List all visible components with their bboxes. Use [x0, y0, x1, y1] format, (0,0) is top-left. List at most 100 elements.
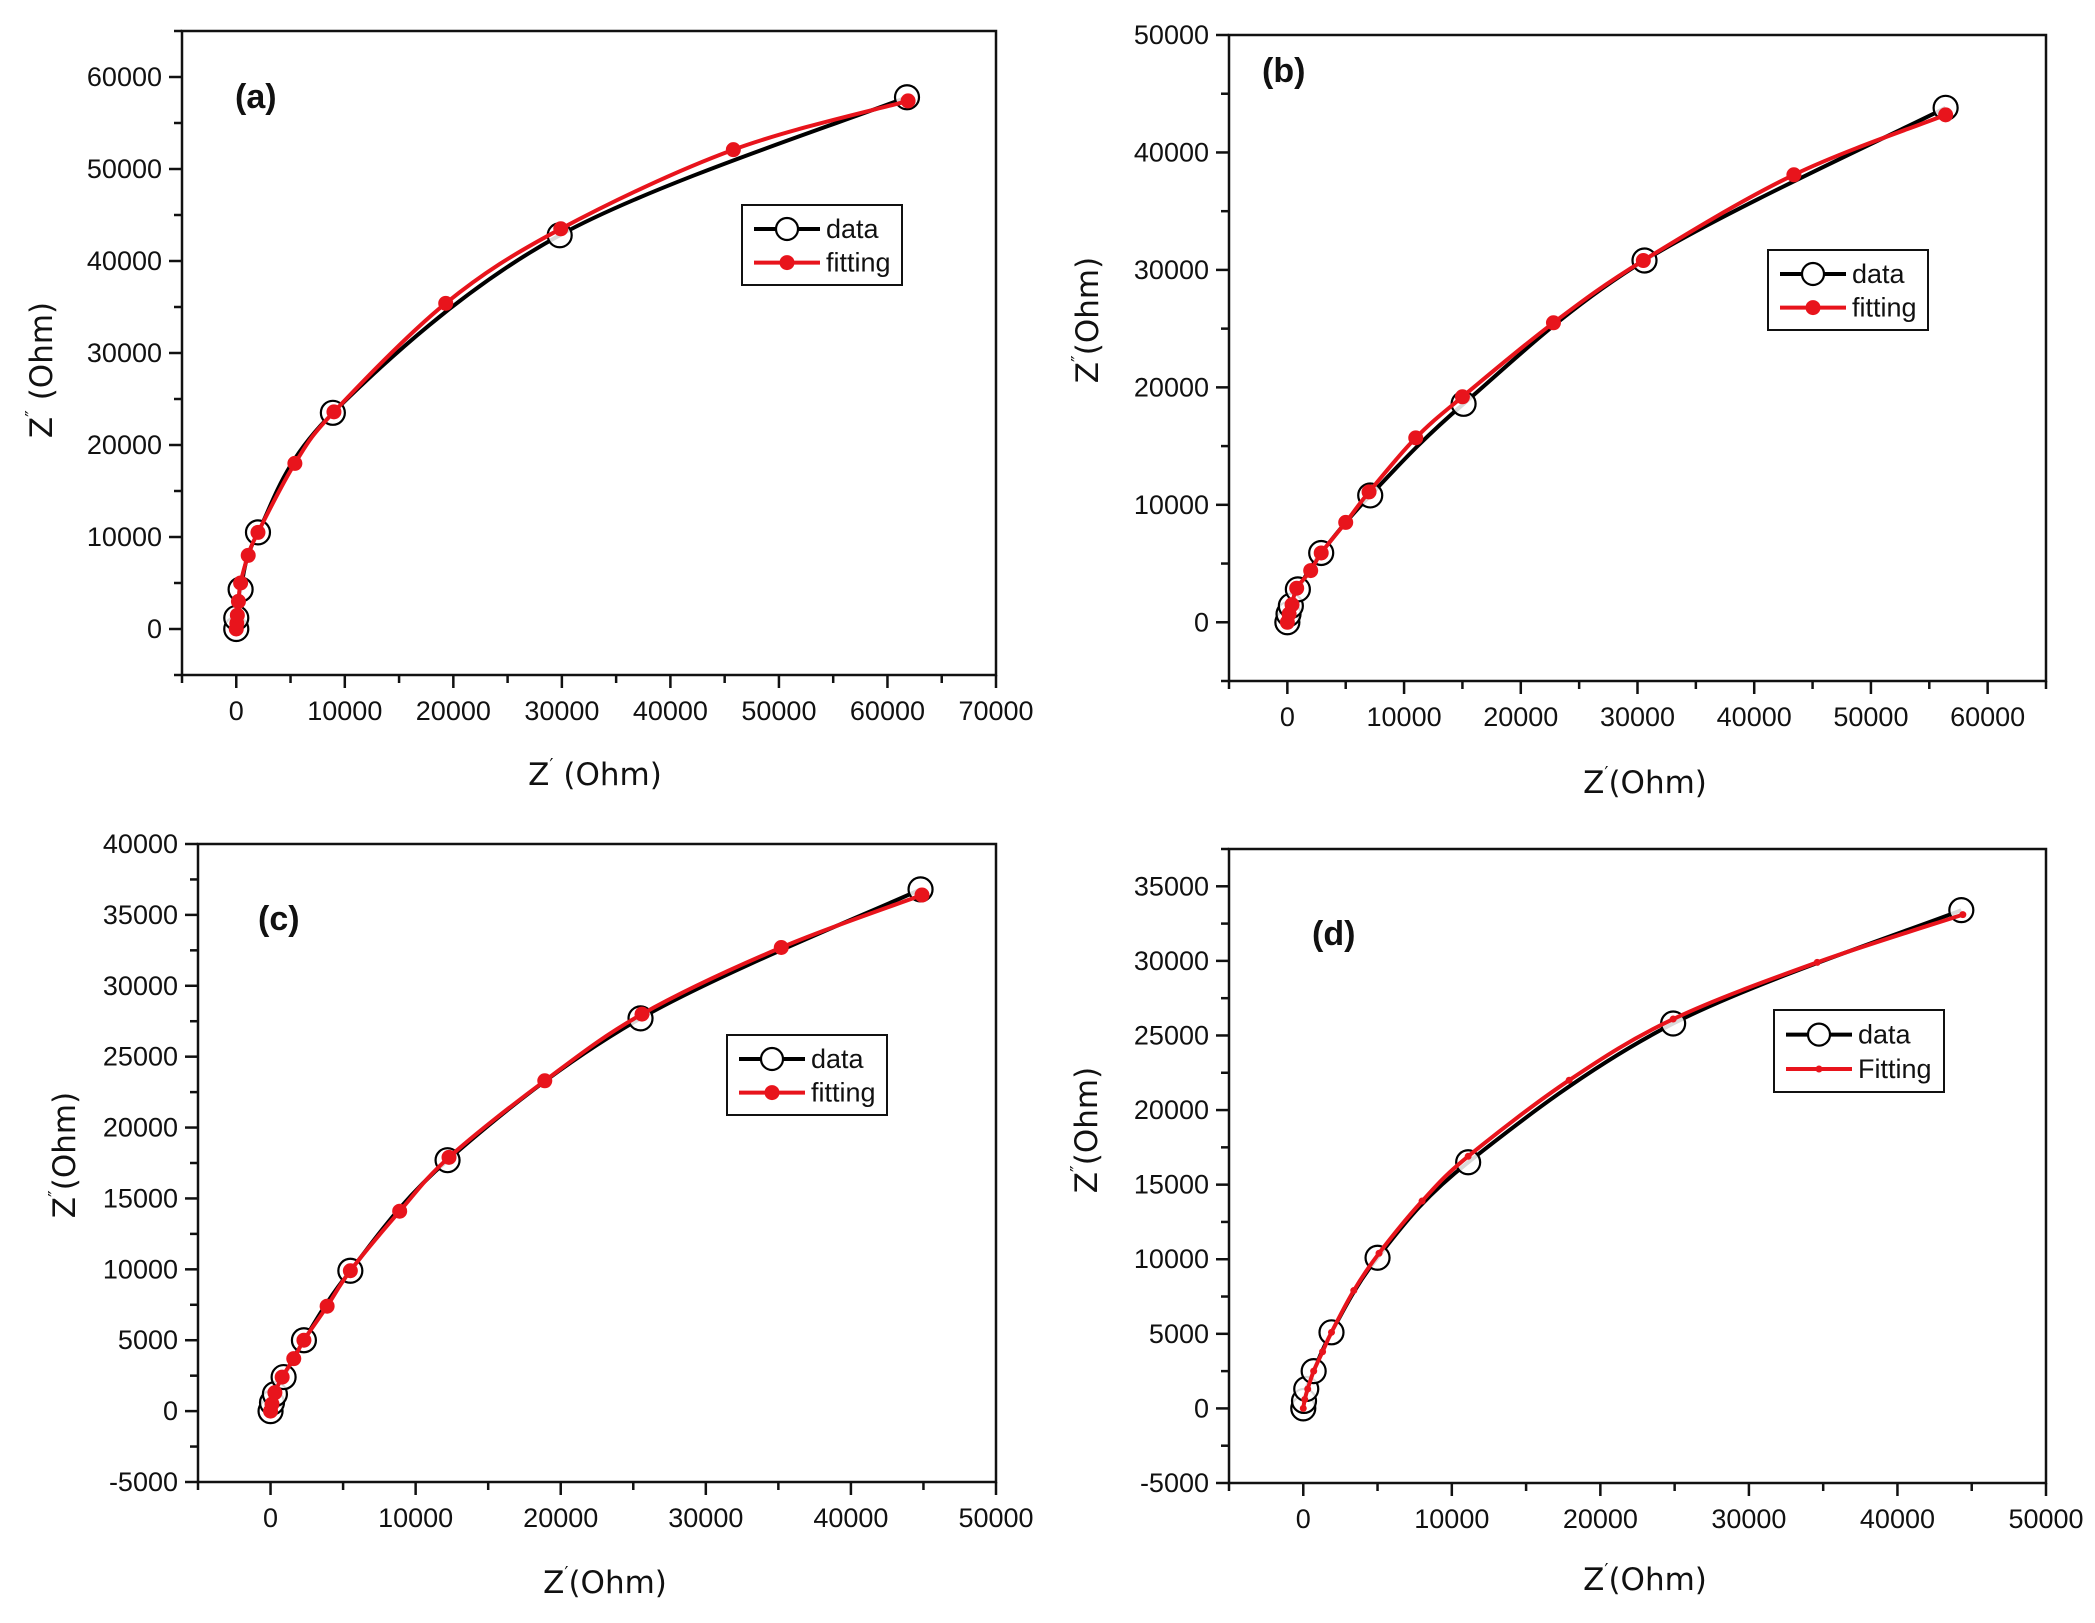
panel-label: (b) — [1262, 52, 1305, 90]
x-axis-title: Z′(Ohm) — [543, 1563, 667, 1601]
series-line-fitting — [268, 893, 923, 1412]
fitting-point — [438, 295, 454, 311]
x-tick-label: 20000 — [1563, 1504, 1638, 1534]
fitting-point — [900, 93, 916, 109]
data-point-open-circle — [1455, 1149, 1482, 1176]
y-tick-label: 40000 — [1134, 137, 1209, 167]
y-tick-label: 40000 — [103, 829, 178, 859]
legend-fitting-marker — [1805, 300, 1821, 316]
fitting-point — [230, 593, 246, 609]
fitting-point — [392, 1203, 408, 1219]
x-tick-label: 20000 — [523, 1503, 598, 1533]
panel-c: 0 10000 20000 30000 40000 50000 -5000 0 5000 1000… — [45, 829, 1034, 1601]
x-tick-label: 20000 — [416, 696, 491, 726]
fitting-point — [286, 1351, 302, 1367]
y-tick-label: 20000 — [87, 430, 162, 460]
fitting-point — [1350, 1287, 1358, 1295]
fitting-point — [326, 404, 342, 420]
fitting-point — [1361, 484, 1377, 500]
y-tick-label: 15000 — [103, 1183, 178, 1213]
y-axis-title: Z″ (Ohm) — [22, 302, 60, 438]
y-tick-label: 35000 — [1134, 871, 1209, 901]
fitting-point — [1565, 1076, 1573, 1084]
fitting-point — [1408, 430, 1424, 446]
x-tick-label: 50000 — [1833, 702, 1908, 732]
y-tick-label: 20000 — [1134, 1095, 1209, 1125]
fitting-point — [1959, 911, 1967, 919]
x-tick-label: 0 — [1296, 1504, 1311, 1534]
legend-data-marker — [1800, 261, 1826, 287]
y-tick-label: 10000 — [1134, 1244, 1209, 1274]
y-tick-label: 10000 — [87, 522, 162, 552]
fitting-point — [1938, 107, 1954, 123]
y-tick-label: 10000 — [1134, 490, 1209, 520]
fitting-point — [1304, 1385, 1312, 1393]
x-tick-label: 0 — [1280, 702, 1295, 732]
fitting-point — [1284, 597, 1300, 613]
fitting-point — [233, 575, 249, 591]
y-tick-label: 20000 — [103, 1113, 178, 1143]
panel-d: 0 10000 20000 30000 40000 50000 -5000 0 5000 1000… — [1067, 847, 2084, 1598]
panel-label: (d) — [1312, 915, 1355, 953]
x-tick-label: 40000 — [1860, 1504, 1935, 1534]
legend-data-marker — [759, 1046, 785, 1072]
fitting-point — [1310, 1367, 1318, 1375]
fitting-point — [267, 1385, 283, 1401]
fitting-point — [1319, 1348, 1327, 1356]
fitting-point — [1301, 1395, 1309, 1403]
plot-frame — [1227, 33, 2048, 683]
y-tick-label: 10000 — [103, 1254, 178, 1284]
x-tick-label: 20000 — [1483, 702, 1558, 732]
y-axis-title: Z″(Ohm) — [45, 1092, 83, 1218]
x-tick-label: 40000 — [633, 696, 708, 726]
y-tick-label: 25000 — [1134, 1020, 1209, 1050]
x-tick-label: 40000 — [1717, 702, 1792, 732]
x-tick-label: 0 — [263, 1503, 278, 1533]
fitting-point — [1289, 580, 1305, 596]
y-tick-label: 30000 — [1134, 255, 1209, 285]
fitting-point — [1635, 253, 1651, 269]
legend-label-data: data — [811, 1044, 865, 1074]
x-axis-title: Z′(Ohm) — [1583, 763, 1707, 801]
y-tick-label: 5000 — [1149, 1319, 1209, 1349]
fitting-point — [1303, 563, 1319, 579]
fitting-point — [441, 1149, 457, 1165]
y-tick-label: 30000 — [87, 338, 162, 368]
fitting-point — [725, 142, 741, 158]
legend-label-fitting: Fitting — [1858, 1054, 1932, 1084]
fitting-point — [1669, 1015, 1677, 1023]
series-line-fitting — [1285, 113, 1947, 623]
legend: data fitting — [1767, 249, 1929, 331]
fitting-point — [1299, 1404, 1307, 1412]
y-tick-label: -5000 — [109, 1467, 178, 1497]
legend-label-data: data — [826, 214, 880, 244]
fitting-point — [1545, 315, 1561, 331]
y-axis-title: Z″(Ohm) — [1067, 1067, 1105, 1193]
legend-fitting-marker — [764, 1085, 780, 1101]
legend-box — [1767, 249, 1929, 331]
legend-box — [1773, 1009, 1945, 1093]
x-tick-label: 10000 — [1367, 702, 1442, 732]
y-tick-label: -5000 — [1140, 1468, 1209, 1498]
fitting-point — [773, 939, 789, 955]
x-tick-label: 60000 — [1950, 702, 2025, 732]
y-tick-label: 30000 — [103, 971, 178, 1001]
legend: data Fitting — [1773, 1009, 1945, 1093]
legend-data-marker — [774, 216, 800, 242]
y-tick-label: 0 — [147, 614, 162, 644]
y-tick-label: 60000 — [87, 62, 162, 92]
fitting-point — [1464, 1152, 1472, 1160]
x-tick-label: 50000 — [2008, 1504, 2083, 1534]
y-tick-label: 20000 — [1134, 372, 1209, 402]
x-axis-title: Z′(Ohm) — [1583, 1560, 1707, 1598]
legend: data fitting — [741, 204, 903, 286]
series-line-data — [1301, 908, 1963, 1409]
panel-b: 0 10000 20000 30000 40000 50000 60000 0 10000 200… — [1068, 20, 2048, 801]
series-line-data — [1285, 106, 1947, 623]
x-tick-label: 0 — [229, 696, 244, 726]
y-tick-label: 50000 — [1134, 20, 1209, 50]
fitting-point — [1338, 514, 1354, 530]
y-tick-label: 0 — [1194, 607, 1209, 637]
legend-label-fitting: fitting — [1852, 293, 1917, 323]
fitting-point — [229, 607, 245, 623]
